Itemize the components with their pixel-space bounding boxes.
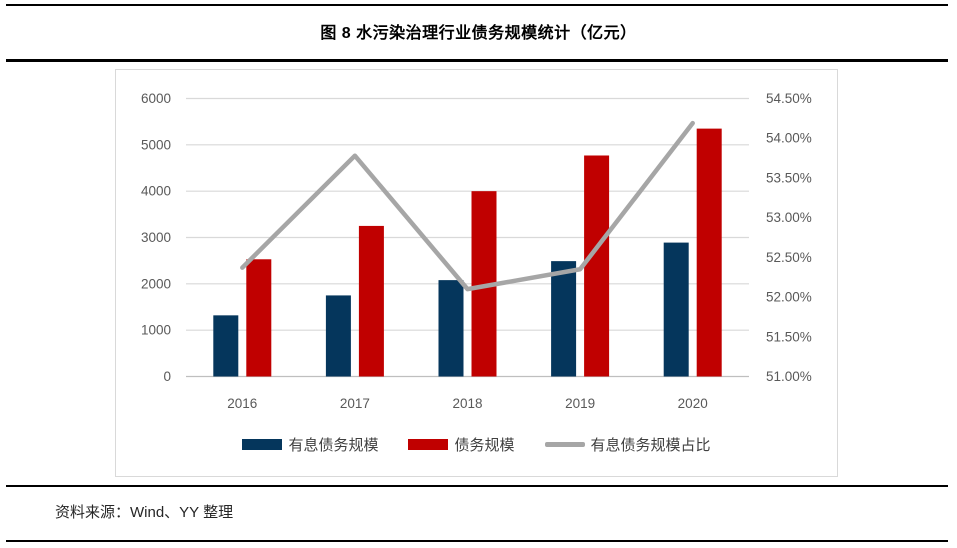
- bar-interest-debt: [325, 295, 351, 377]
- legend-label: 有息债务规模: [288, 437, 379, 454]
- x-axis-label: 2016: [227, 396, 257, 411]
- bottom-rule: [6, 540, 948, 542]
- legend-item-total-debt: 债务规模: [408, 434, 515, 455]
- left-axis-tick: 4000: [141, 184, 171, 199]
- left-axis-tick: 6000: [141, 91, 171, 106]
- right-axis-tick: 53.50%: [766, 170, 812, 185]
- interest-debt-ratio-line: [240, 120, 695, 292]
- left-axis-tick: 0: [163, 369, 171, 384]
- legend-label: 有息债务规模占比: [590, 437, 711, 454]
- left-axis-tick: 3000: [141, 230, 171, 245]
- bar-total-debt: [696, 128, 722, 377]
- title-divider-rule: [6, 59, 948, 62]
- bar-total-debt: [358, 225, 384, 377]
- left-axis-tick: 2000: [141, 276, 171, 291]
- debt-combo-chart: 0 1000 2000 3000 4000 5000 6000 51.00% 51.50% 52.…: [141, 91, 812, 411]
- source-divider-rule: [6, 485, 948, 487]
- right-axis-tick: 52.00%: [766, 290, 812, 305]
- right-axis-tick: 52.50%: [766, 250, 812, 265]
- interest-debt-bar-swatch: [242, 439, 283, 450]
- x-axis-label: 2018: [452, 396, 482, 411]
- bar-total-debt: [246, 259, 272, 377]
- legend-item-interest-debt: 有息债务规模: [242, 434, 378, 455]
- right-axis-tick: 54.50%: [766, 91, 812, 106]
- legend-item-interest-debt-ratio: 有息债务规模占比: [544, 434, 711, 455]
- left-axis-tick: 5000: [141, 137, 171, 152]
- x-axis-label: 2019: [565, 396, 595, 411]
- total-debt-bar-swatch: [408, 439, 449, 450]
- bar-interest-debt: [438, 280, 464, 377]
- x-axis-label: 2017: [340, 396, 370, 411]
- left-axis-tick: 1000: [141, 323, 171, 338]
- right-axis-tick: 54.00%: [766, 131, 812, 146]
- bar-interest-debt: [663, 242, 689, 377]
- interest-debt-ratio-line-swatch: [544, 442, 585, 447]
- legend-label: 债务规模: [454, 437, 515, 454]
- chart-legend: 有息债务规模 债务规模 有息债务规模占比: [116, 434, 837, 455]
- source-note: 资料来源：Wind、YY 整理: [55, 504, 234, 521]
- bar-total-debt: [584, 155, 610, 377]
- chart-panel: 0 1000 2000 3000 4000 5000 6000 51.00% 51.50% 52.…: [115, 69, 838, 477]
- chart-title: 图 8 水污染治理行业债务规模统计（亿元）: [320, 25, 637, 42]
- right-axis-tick: 51.00%: [766, 369, 812, 384]
- top-rule: [6, 4, 948, 6]
- right-axis-tick: 51.50%: [766, 329, 812, 344]
- right-axis-tick: 53.00%: [766, 210, 812, 225]
- bar-interest-debt: [213, 315, 239, 377]
- x-axis-label: 2020: [678, 396, 708, 411]
- bar-interest-debt: [551, 261, 577, 377]
